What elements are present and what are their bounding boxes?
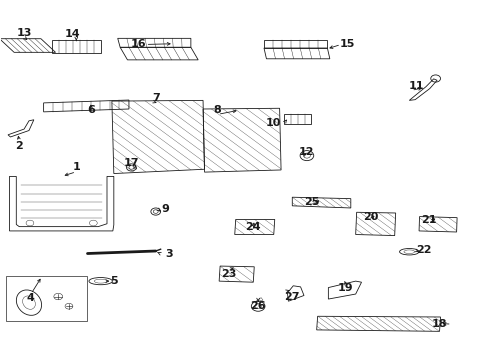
Text: 14: 14 [65, 29, 81, 39]
Text: 7: 7 [152, 93, 159, 103]
Text: 2: 2 [15, 141, 23, 151]
Text: 26: 26 [250, 301, 265, 311]
Text: 12: 12 [298, 147, 313, 157]
Text: 3: 3 [165, 248, 172, 258]
Text: 21: 21 [420, 215, 436, 225]
Text: 17: 17 [123, 158, 139, 168]
Text: 27: 27 [284, 292, 300, 302]
Text: 6: 6 [87, 105, 95, 115]
Text: 15: 15 [339, 40, 354, 49]
Text: 11: 11 [407, 81, 423, 91]
Text: 16: 16 [130, 40, 146, 49]
Text: 20: 20 [363, 212, 378, 221]
Text: 10: 10 [265, 118, 281, 128]
Text: 22: 22 [415, 245, 431, 255]
Text: 8: 8 [213, 105, 221, 115]
Text: 9: 9 [161, 204, 169, 215]
Bar [5, 276, 87, 320]
Text: 25: 25 [304, 197, 319, 207]
Text: 18: 18 [431, 319, 447, 329]
Text: 13: 13 [17, 28, 32, 38]
Text: 5: 5 [110, 276, 118, 286]
Text: 24: 24 [245, 222, 261, 232]
Text: 1: 1 [72, 162, 80, 172]
Text: 19: 19 [337, 283, 353, 293]
Text: 4: 4 [27, 293, 35, 303]
Text: 23: 23 [221, 269, 236, 279]
